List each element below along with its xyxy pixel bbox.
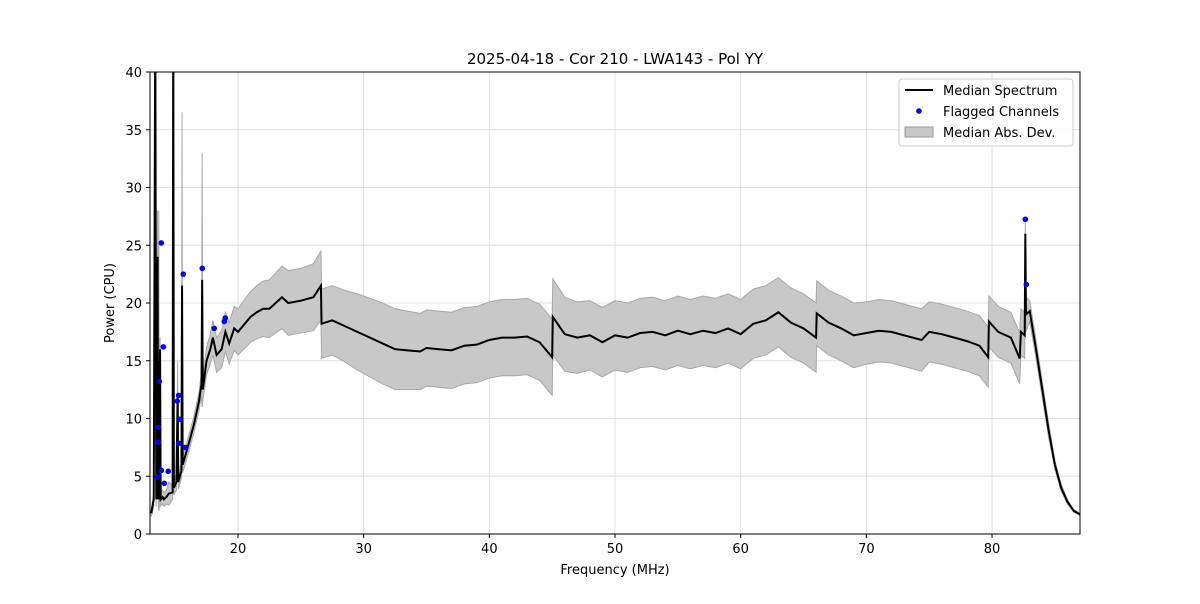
mad-band-group	[150, 72, 1080, 517]
y-tick-label: 25	[125, 239, 142, 254]
legend-mad-swatch	[904, 126, 934, 138]
legend-flagged-swatch	[916, 108, 922, 114]
y-tick-label: 15	[125, 355, 142, 370]
y-axis-label: Power (CPU)	[103, 263, 118, 343]
chart-title: 2025-04-18 - Cor 210 - LWA143 - Pol YY	[467, 50, 764, 68]
x-tick-label: 30	[355, 542, 372, 557]
flagged-channel-point	[155, 439, 162, 446]
y-tick-label: 30	[125, 182, 142, 197]
axis-ticks: 20 30 40 50 60 70 80 0 5 10 15 20 25 30 35 40	[125, 66, 1000, 557]
flagged-channel-point	[161, 480, 168, 487]
legend: Median Spectrum Flagged Channels Median …	[898, 78, 1074, 147]
median-spectrum-line	[150, 72, 1080, 516]
flagged-channel-point	[175, 440, 182, 447]
x-tick-label: 40	[481, 542, 498, 557]
flagged-channel-point	[176, 416, 183, 423]
flagged-channel-point	[158, 240, 165, 246]
legend-box	[898, 78, 1074, 147]
flagged-channel-point	[174, 398, 181, 404]
flagged-channel-point	[158, 467, 165, 474]
y-tick-label: 10	[125, 413, 142, 428]
flagged-channel-point	[175, 392, 182, 399]
legend-mad-label: Median Abs. Dev.	[943, 126, 1055, 141]
y-tick-label: 20	[125, 297, 142, 312]
flagged-points-group	[154, 216, 1030, 487]
x-tick-label: 50	[607, 542, 624, 557]
x-tick-label: 80	[984, 542, 1001, 557]
flagged-channel-point	[199, 265, 206, 272]
y-tick-label: 40	[125, 66, 142, 81]
flagged-channel-point	[155, 424, 162, 431]
legend-flagged-label: Flagged Channels	[943, 105, 1059, 120]
flagged-channel-point	[182, 444, 189, 451]
y-tick-label: 35	[125, 124, 142, 139]
y-tick-label: 5	[134, 470, 142, 485]
flagged-channel-point	[156, 378, 163, 385]
flagged-channel-point	[211, 325, 218, 332]
flagged-channel-point	[1023, 281, 1030, 288]
flagged-channel-point	[165, 468, 172, 475]
flagged-channel-point	[180, 271, 187, 277]
legend-median-label: Median Spectrum	[943, 84, 1057, 99]
x-tick-label: 60	[732, 542, 749, 557]
flagged-channel-point	[222, 315, 229, 321]
x-tick-label: 20	[230, 542, 247, 557]
median-line-group	[150, 72, 1080, 516]
mad-band	[150, 72, 1080, 517]
flagged-channel-point	[154, 474, 161, 480]
x-tick-label: 70	[858, 542, 875, 557]
y-tick-label: 0	[134, 528, 142, 543]
flagged-channel-point	[1022, 216, 1029, 223]
x-axis-label: Frequency (MHz)	[560, 563, 669, 578]
flagged-channel-point	[160, 344, 167, 350]
